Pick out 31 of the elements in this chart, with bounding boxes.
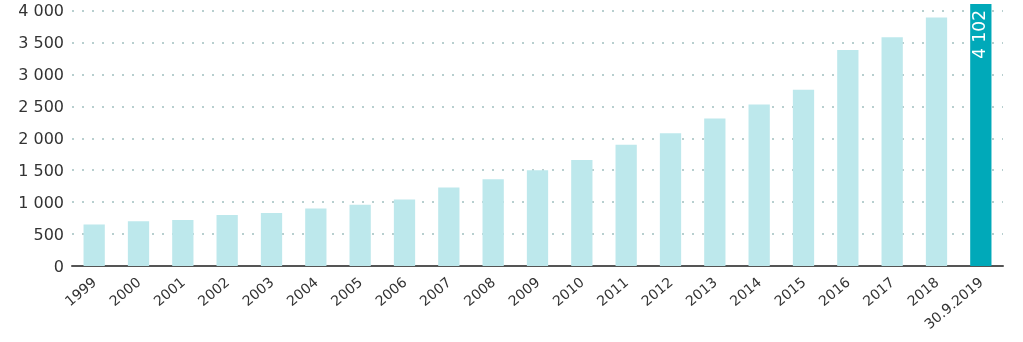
bar — [393, 199, 416, 266]
bar — [881, 37, 903, 266]
y-tick-label: 2 500 — [18, 96, 64, 116]
bar — [83, 224, 105, 266]
bar — [571, 159, 593, 266]
bar — [127, 221, 150, 266]
bar — [260, 212, 283, 266]
bar — [216, 214, 238, 266]
bar — [659, 133, 682, 266]
y-tick-label: 3 000 — [18, 64, 64, 84]
y-tick-label: 2 000 — [18, 128, 64, 148]
bar — [615, 144, 637, 266]
bar — [792, 89, 815, 266]
bar — [837, 50, 859, 266]
data-label: 4 102 — [968, 10, 989, 59]
bar — [438, 187, 460, 266]
bar — [704, 118, 726, 266]
bar — [970, 4, 992, 266]
bar — [172, 220, 194, 266]
bar — [482, 179, 504, 266]
y-tick-label: 500 — [33, 224, 64, 244]
bar — [305, 208, 327, 266]
bar — [748, 104, 770, 266]
y-tick-label: 4 000 — [18, 1, 64, 21]
bar — [925, 17, 948, 266]
y-tick-label: 3 500 — [18, 32, 64, 52]
y-tick-label: 1 500 — [18, 160, 64, 180]
bar — [349, 204, 371, 266]
y-tick-label: 0 — [53, 256, 64, 276]
bar — [526, 170, 549, 266]
y-tick-label: 1 000 — [18, 192, 64, 212]
